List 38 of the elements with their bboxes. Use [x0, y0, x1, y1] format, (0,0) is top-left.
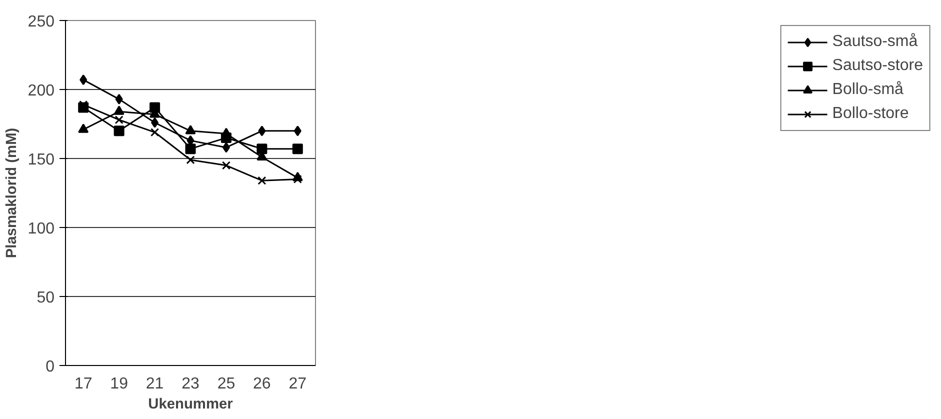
x-tick-label: 25 [217, 376, 236, 392]
point [78, 124, 89, 133]
x-tick-label: 19 [110, 376, 128, 392]
y-tick-label: 200 [28, 82, 55, 100]
legend-label: Bollo-små [832, 81, 904, 99]
y-tick-label: 250 [28, 14, 55, 30]
point [114, 106, 124, 115]
point [150, 128, 160, 137]
x-tick-label: 27 [288, 376, 307, 392]
x-tick-label: 23 [182, 376, 200, 392]
y-axis-title: Plasmaklorid (mM) [4, 128, 20, 258]
legend-label: Sautso-små [832, 33, 918, 51]
point [222, 161, 230, 170]
point [292, 144, 303, 154]
point [256, 144, 268, 154]
point [114, 116, 124, 124]
x-axis-title: Ukenummer [148, 396, 234, 412]
point [151, 117, 159, 128]
y-tick-label: 150 [28, 152, 55, 168]
point [80, 74, 88, 86]
legend-label: Sautso-store [832, 57, 923, 75]
point [185, 124, 196, 134]
y-tick-label: 0 [46, 358, 55, 376]
legend-label: Bollo-store [832, 105, 909, 123]
point [185, 144, 196, 154]
point [186, 156, 195, 164]
point [115, 94, 123, 104]
x-tick-label: 17 [74, 376, 92, 392]
x-tick-label: 21 [146, 376, 164, 392]
y-tick-label: 100 [28, 220, 55, 238]
point [258, 126, 266, 136]
x-tick-label: 26 [253, 376, 271, 392]
point [258, 176, 266, 185]
y-tick-label: 50 [36, 290, 55, 306]
point [294, 126, 302, 136]
point [222, 142, 230, 153]
point [114, 126, 124, 136]
point [293, 174, 302, 184]
